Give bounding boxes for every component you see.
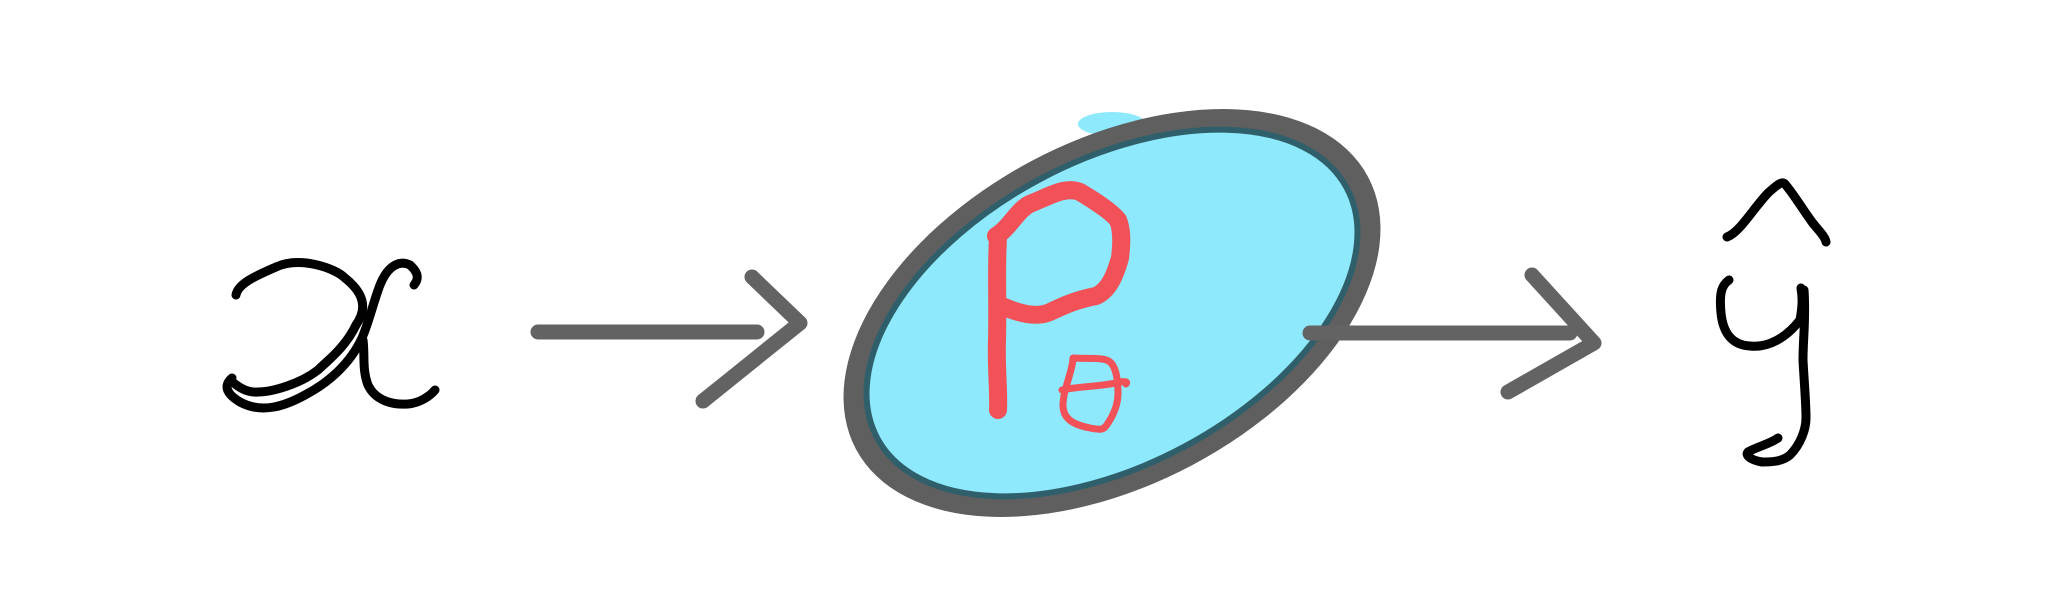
arrow-model-to-output: [1302, 267, 1602, 400]
arrow-input-to-model: [530, 269, 808, 409]
input-x-symbol: [222, 258, 440, 413]
output-y-hat-symbol: [1715, 178, 1831, 467]
model-label-p-symbol: [987, 181, 1131, 419]
model-node: [843, 109, 1381, 517]
model-label-theta-subscript: [1058, 354, 1131, 433]
